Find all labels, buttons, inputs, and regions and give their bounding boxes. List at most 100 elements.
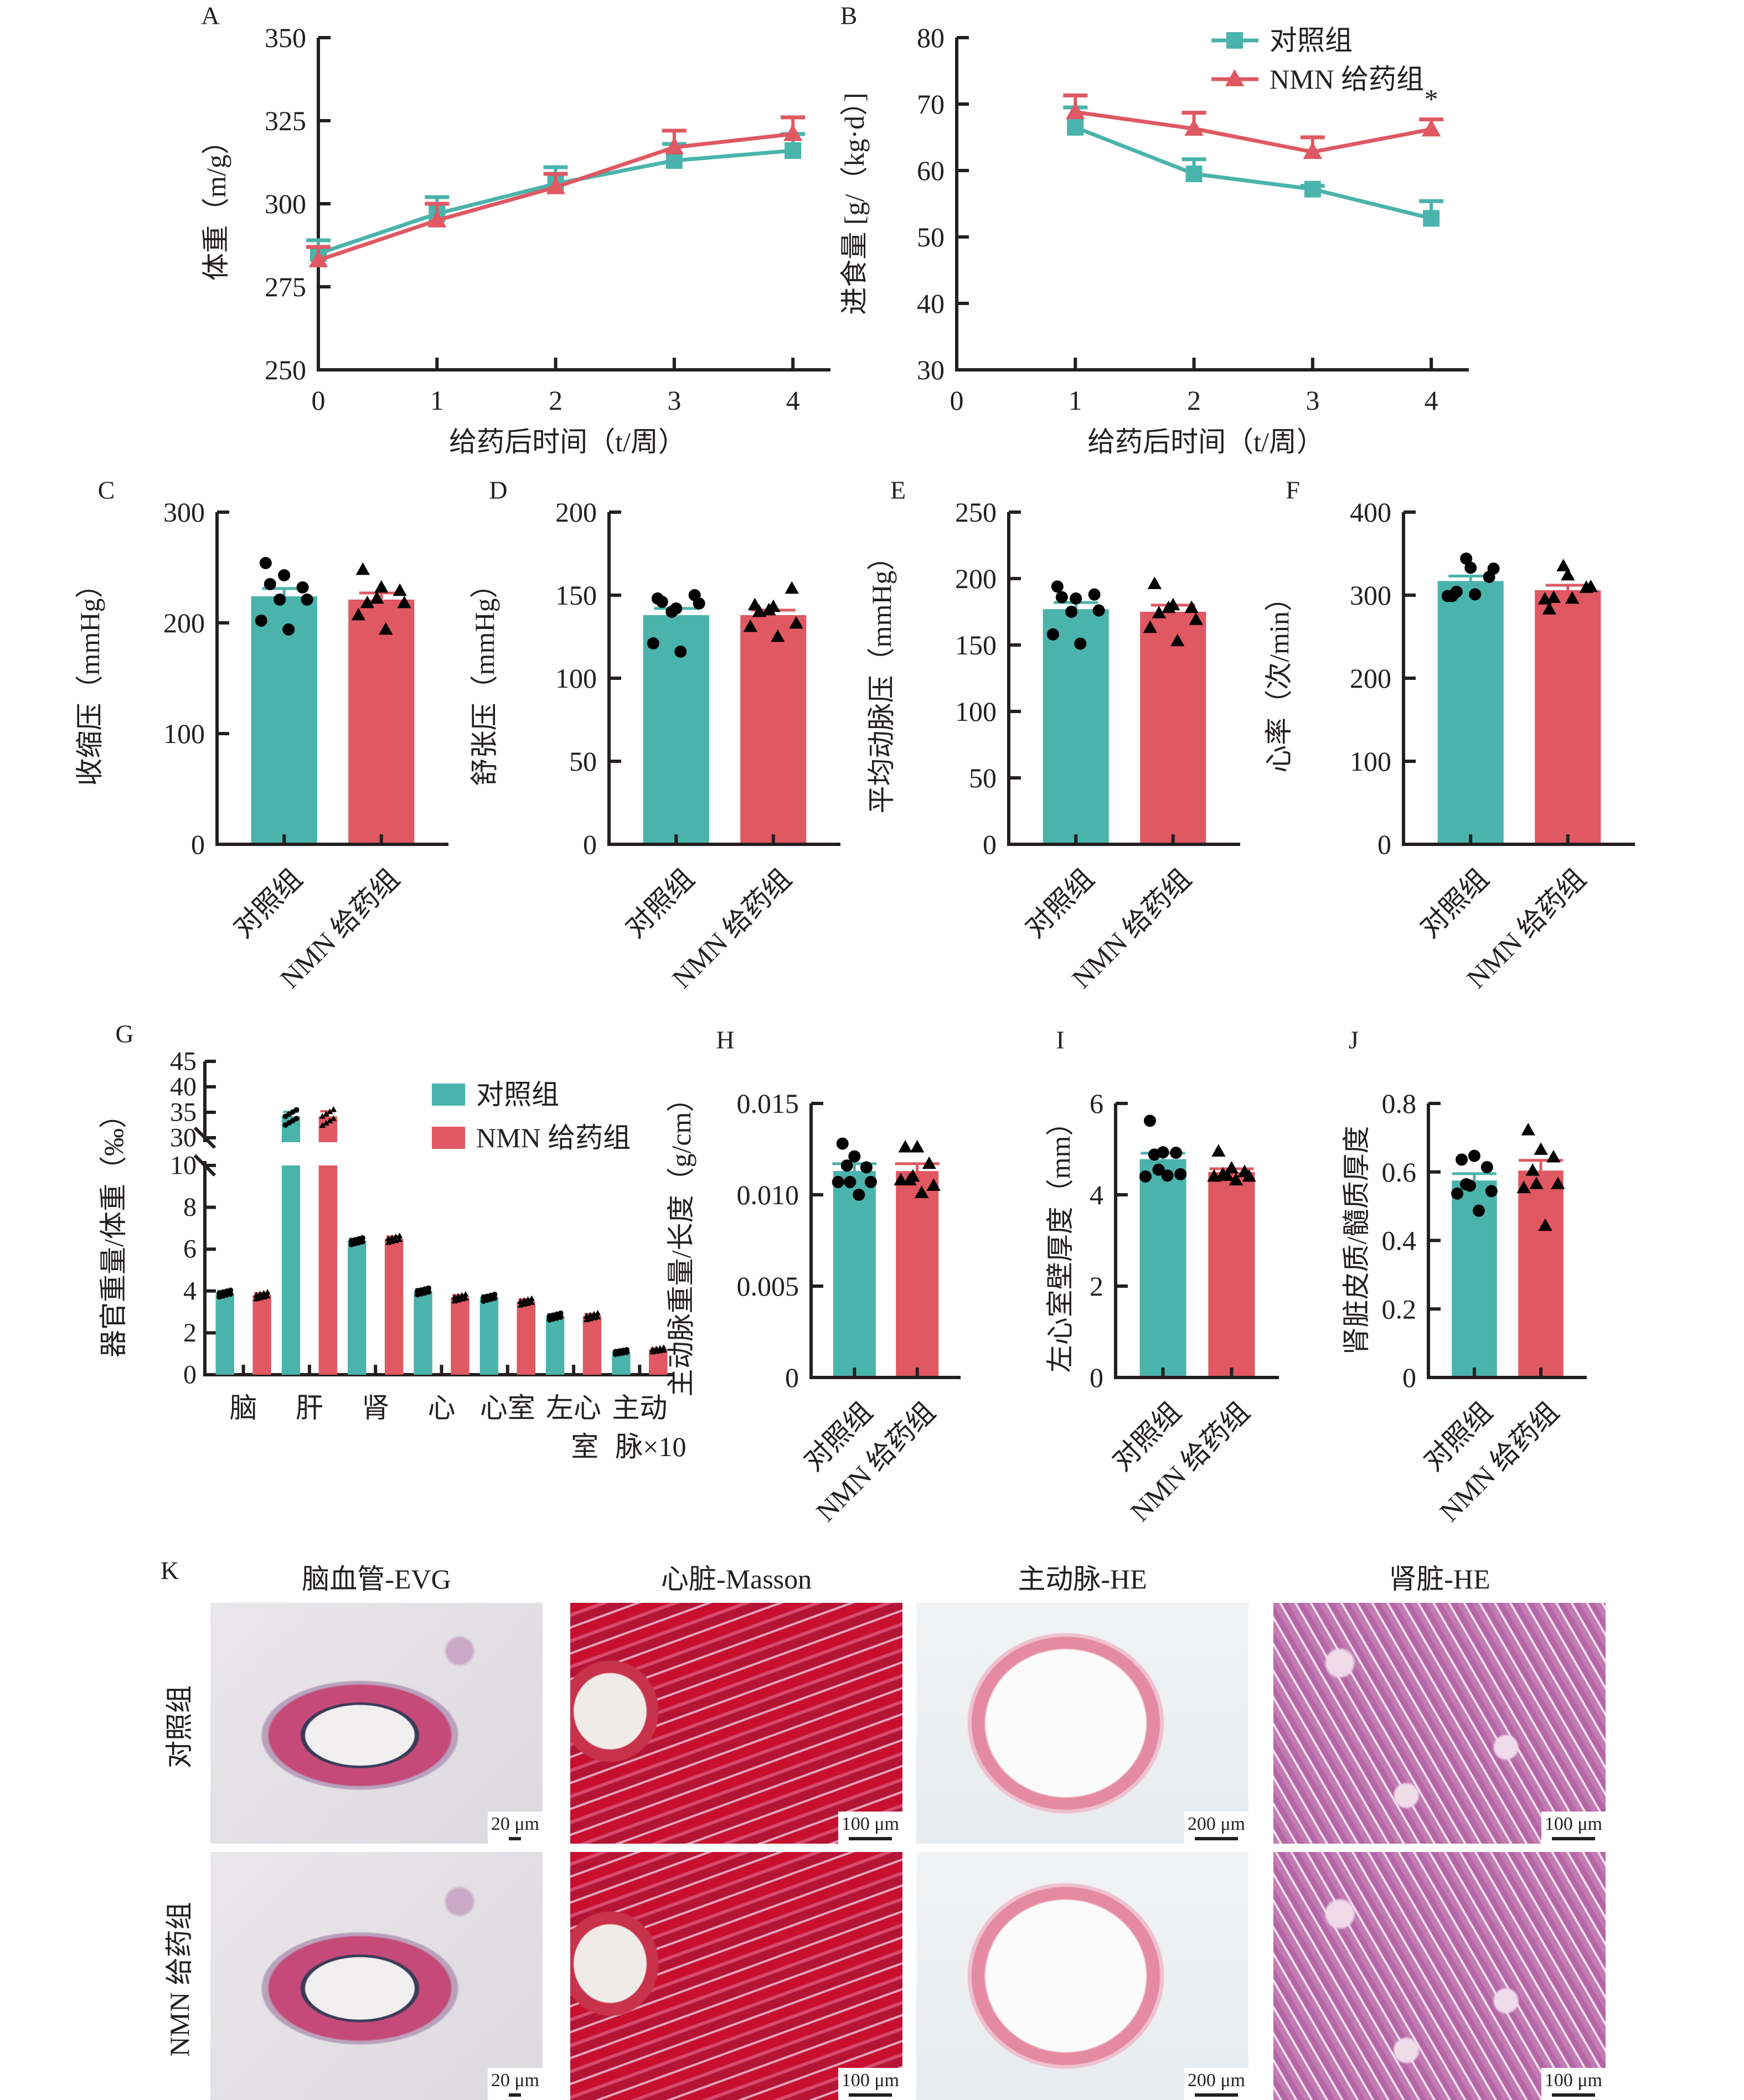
micrograph-kidney-control: 100 μm — [1273, 1603, 1606, 1844]
scale-bar-line — [1194, 1837, 1238, 1840]
y-axis-title: 舒张压（mmHg） — [469, 571, 500, 786]
y-tick-label: 6 — [183, 1235, 197, 1264]
micrograph-kidney-nmn: 100 μm — [1273, 1852, 1606, 2100]
data-point — [1184, 118, 1204, 136]
y-tick-label: 0.010 — [737, 1179, 799, 1210]
data-point — [255, 615, 267, 627]
panel-label: H — [716, 1026, 734, 1054]
y-tick-label: 100 — [1350, 746, 1391, 777]
data-point — [656, 596, 668, 608]
data-point — [1303, 142, 1323, 159]
scale-bar-line — [848, 2093, 892, 2097]
y-tick-label: 0 — [983, 829, 997, 860]
data-point — [594, 1313, 601, 1320]
data-point — [282, 623, 295, 636]
data-point — [1451, 1187, 1464, 1200]
micrograph-evg-control: 20 μm — [210, 1603, 543, 1844]
data-point — [1480, 1161, 1493, 1174]
scale-bar-label: 200 μm — [1187, 1814, 1245, 1834]
data-point — [1220, 1168, 1235, 1181]
panel-label: D — [489, 476, 507, 504]
series-0 — [306, 132, 806, 262]
bar-control — [1043, 609, 1109, 844]
y-tick-label: 30 — [917, 354, 945, 385]
data-point — [1468, 1149, 1480, 1162]
data-point — [528, 1295, 535, 1301]
y-tick-label: 8 — [183, 1193, 197, 1222]
bar — [479, 1297, 499, 1375]
x-tick-label: 2 — [1187, 385, 1201, 416]
data-point — [278, 569, 291, 581]
data-point — [301, 594, 313, 606]
bar — [545, 1316, 565, 1375]
data-point — [1046, 628, 1059, 641]
data-point — [785, 581, 799, 594]
data-point — [396, 1236, 403, 1242]
x-axis-title: 给药后时间（t/周） — [1087, 426, 1324, 457]
x-tick-label: 肾 — [362, 1392, 389, 1423]
scale-bar-label: 100 μm — [841, 2070, 899, 2091]
scale-bar: 100 μm — [1541, 1812, 1606, 1844]
x-tick-label: 室 — [571, 1431, 598, 1462]
bar — [384, 1239, 404, 1375]
data-point — [1551, 1177, 1565, 1189]
y-tick-label: 6 — [1090, 1088, 1103, 1119]
data-point — [1170, 633, 1185, 647]
data-point — [396, 1232, 403, 1239]
x-tick-label: 4 — [786, 385, 800, 416]
data-point — [426, 1285, 432, 1291]
bar-nmn — [348, 600, 415, 844]
column-title: 脑血管-EVG — [302, 1564, 451, 1595]
bar-control — [251, 596, 317, 844]
chart-B: B 30 40 50 60 70 80 0 1 2 3 4 给药后时间（t/周） 进食量 [g/（kg·d… — [839, 2, 1469, 457]
legend-marker — [1225, 69, 1245, 86]
y-tick-label: 350 — [265, 22, 306, 53]
column-title: 肾脏-HE — [1389, 1564, 1490, 1595]
scale-bar: 200 μm — [1184, 1812, 1248, 1844]
bar-control — [833, 1171, 876, 1377]
scale-bar: 20 μm — [487, 1812, 543, 1844]
data-point — [293, 1107, 300, 1113]
data-point — [853, 1189, 865, 1201]
data-point — [1537, 592, 1552, 605]
data-point — [1143, 620, 1158, 633]
data-point — [558, 1310, 564, 1317]
data-point — [1092, 604, 1105, 617]
series-line — [1075, 110, 1432, 154]
data-point — [1067, 119, 1084, 136]
y-tick-label: 35 — [170, 1098, 197, 1127]
y-tick-label: 0 — [785, 1362, 799, 1393]
y-tick-label: 275 — [265, 271, 306, 302]
y-tick-label: 50 — [917, 221, 945, 252]
y-tick-label: 70 — [917, 89, 945, 120]
data-point — [293, 1116, 300, 1122]
data-point — [1139, 1170, 1152, 1183]
legend-marker — [1226, 32, 1243, 49]
data-point — [1161, 1169, 1174, 1182]
y-tick-label: 100 — [955, 696, 997, 727]
data-point — [789, 616, 803, 629]
data-point — [427, 210, 447, 228]
bar — [451, 1297, 469, 1375]
y-tick-label: 0.015 — [737, 1088, 799, 1119]
legend-label: NMN 给药组 — [1270, 64, 1424, 95]
data-point — [623, 1347, 630, 1353]
y-tick-label: 0.4 — [1382, 1225, 1417, 1256]
data-point — [693, 597, 705, 610]
data-point — [1242, 1169, 1256, 1182]
panel-label: F — [1286, 476, 1300, 504]
data-point — [840, 1159, 853, 1172]
data-point — [674, 646, 687, 658]
x-tick-label: 1 — [430, 385, 444, 416]
data-point — [832, 1175, 844, 1188]
y-tick-label: 300 — [1350, 580, 1391, 611]
x-tick-label: 主动 — [612, 1392, 667, 1423]
chart-G: G 0 2 4 6 8 1030354045 脑 肝 肾 心心室 左心室主动脉×10 对照组 NMN 给药… — [98, 1020, 686, 1463]
y-tick-label: 150 — [955, 630, 997, 661]
x-tick-label: 0 — [312, 385, 326, 416]
bar-nmn — [740, 615, 807, 844]
bar-control — [1139, 1159, 1186, 1377]
data-point — [370, 591, 384, 604]
y-tick-label: 300 — [163, 497, 205, 528]
x-tick-label: 肝 — [296, 1392, 323, 1423]
